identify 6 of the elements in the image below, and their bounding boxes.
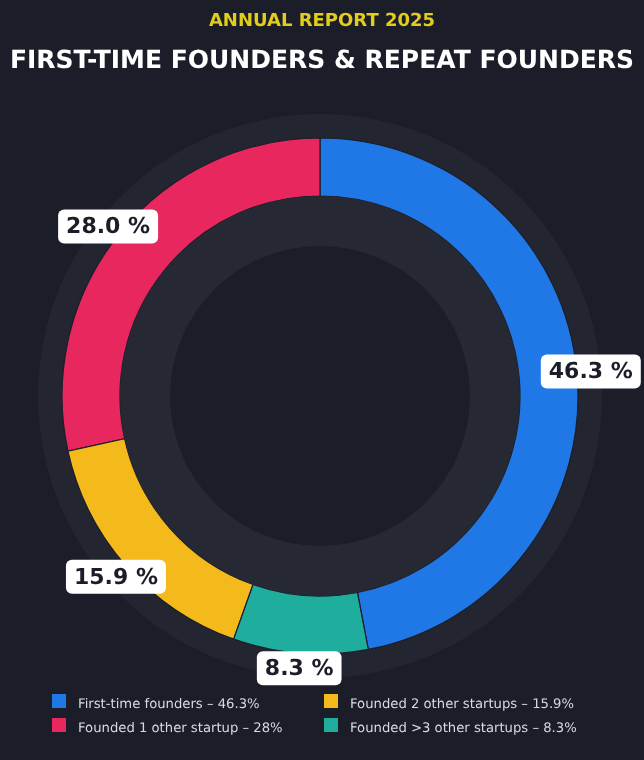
chart-title: FIRST-TIME FOUNDERS & REPEAT FOUNDERS [9,44,635,74]
data-label: 28.0 % [66,213,151,240]
data-label: 15.9 % [73,563,158,590]
data-label: 8.3 % [264,655,334,682]
data-label: 46.3 % [548,358,633,385]
chart-subtitle: ANNUAL REPORT 2025 [208,12,436,32]
